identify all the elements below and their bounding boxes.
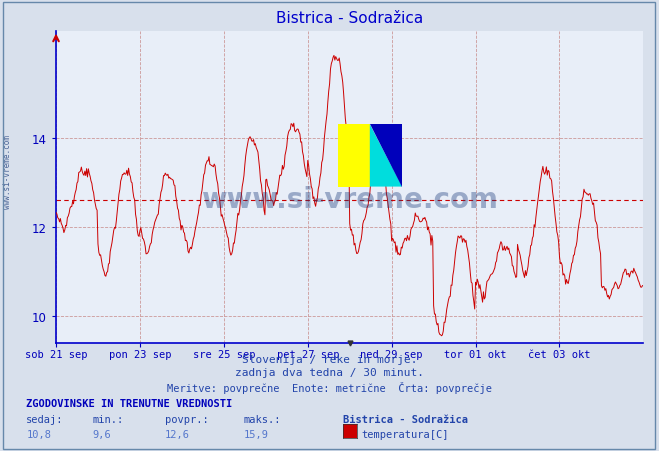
Text: Slovenija / reke in morje.: Slovenija / reke in morje. xyxy=(242,354,417,364)
Bar xyxy=(337,125,370,187)
Text: 10,8: 10,8 xyxy=(26,429,51,439)
Text: temperatura[C]: temperatura[C] xyxy=(361,429,449,439)
Text: povpr.:: povpr.: xyxy=(165,414,208,424)
Text: www.si-vreme.com: www.si-vreme.com xyxy=(201,186,498,214)
Text: 12,6: 12,6 xyxy=(165,429,190,439)
Polygon shape xyxy=(370,125,402,187)
Text: 9,6: 9,6 xyxy=(92,429,111,439)
Text: 15,9: 15,9 xyxy=(244,429,269,439)
Text: maks.:: maks.: xyxy=(244,414,281,424)
Text: Bistrica - Sodražica: Bistrica - Sodražica xyxy=(343,414,468,424)
Text: ZGODOVINSKE IN TRENUTNE VREDNOSTI: ZGODOVINSKE IN TRENUTNE VREDNOSTI xyxy=(26,398,233,408)
Text: Meritve: povprečne  Enote: metrične  Črta: povprečje: Meritve: povprečne Enote: metrične Črta:… xyxy=(167,381,492,393)
Text: sedaj:: sedaj: xyxy=(26,414,64,424)
Title: Bistrica - Sodražica: Bistrica - Sodražica xyxy=(275,11,423,26)
Polygon shape xyxy=(370,125,402,187)
Text: min.:: min.: xyxy=(92,414,123,424)
Text: www.si-vreme.com: www.si-vreme.com xyxy=(3,134,13,208)
Text: zadnja dva tedna / 30 minut.: zadnja dva tedna / 30 minut. xyxy=(235,368,424,377)
